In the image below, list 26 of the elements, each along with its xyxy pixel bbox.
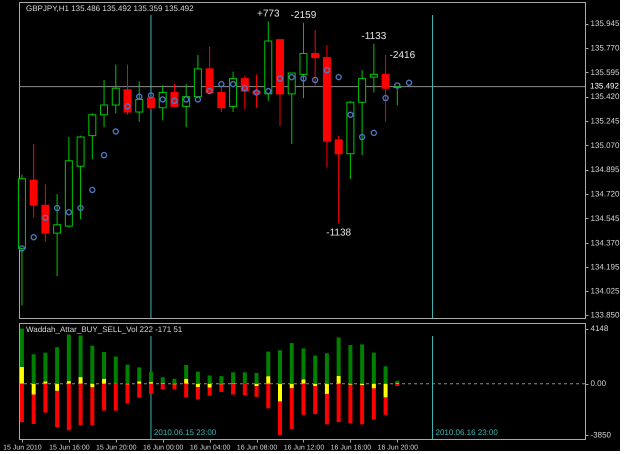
annotation: +773 xyxy=(257,8,280,20)
y-tick-label: 134.025 xyxy=(590,286,620,296)
y-tick-label: -3850 xyxy=(590,430,612,440)
y-tick-label: 134.720 xyxy=(590,190,620,199)
y-tick-label: 0.00 xyxy=(590,379,607,388)
y-tick-label: 135.595 xyxy=(590,68,620,77)
y-tick-label: 134.545 xyxy=(590,214,620,223)
y-tick-label: 135.420 xyxy=(590,92,620,102)
y-tick-label: 135.770 xyxy=(590,43,620,52)
y-tick-label: 135.945 xyxy=(590,19,620,28)
y-tick-label: 135.245 xyxy=(590,116,620,126)
y-tick-label: 133.850 xyxy=(590,310,620,320)
annotation: -2416 xyxy=(390,50,416,61)
ref-line-label: 135.492 xyxy=(590,82,620,91)
chart-title: GBPJPY,H1 135.486 135.492 135.359 135.492 xyxy=(26,4,194,13)
ref-line-label: 2010.06.16 23:00 xyxy=(436,428,498,437)
y-tick-label: 134.195 xyxy=(590,262,620,272)
annotation: -1138 xyxy=(326,227,352,238)
ref-line-label: 2010.06.15 23:00 xyxy=(154,428,217,437)
y-tick-label: 4148 xyxy=(590,324,609,334)
annotation: -1133 xyxy=(361,30,387,42)
y-tick-label: 135.070 xyxy=(590,140,620,150)
y-tick-label: 134.370 xyxy=(590,238,620,248)
y-tick-label: 134.895 xyxy=(590,165,620,174)
chart-title: Waddah_Attar_BUY_SELL_Vol 222 -171 51 xyxy=(26,325,183,334)
annotation: -2159 xyxy=(290,10,317,21)
